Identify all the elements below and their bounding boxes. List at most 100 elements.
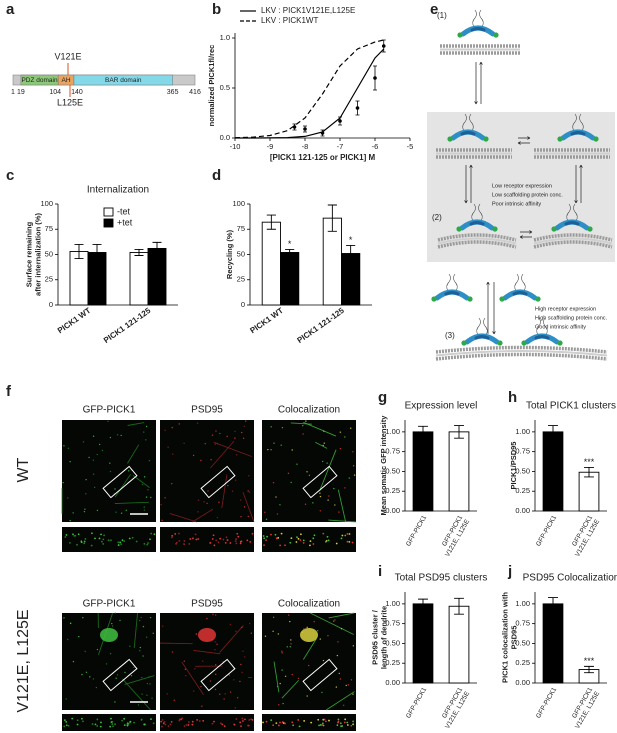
puncta [297,677,300,680]
puncta [353,474,356,476]
puncta [351,541,354,544]
puncta [174,533,177,535]
puncta [201,705,203,707]
puncta [117,544,120,546]
mutation-label: V121E [54,51,81,61]
puncta [235,718,238,720]
puncta [196,719,199,721]
puncta [318,724,320,727]
puncta [145,496,148,498]
puncta [171,482,173,485]
y-tick-label: 75 [237,224,245,233]
puncta [100,721,102,724]
puncta [289,620,291,623]
arrow [474,62,478,105]
puncta [171,651,174,653]
roi-box [102,465,138,499]
roi-box [302,465,338,499]
error-bar [346,244,356,263]
puncta [215,430,217,432]
puncta [183,540,186,542]
puncta [309,540,312,543]
protein-core [534,335,550,340]
error-bar [548,597,558,611]
x-axis-label: [PICK1 121-125 or PICK1] M [270,153,376,162]
puncta [235,542,238,545]
puncta [322,718,325,721]
membrane-leaflet [435,352,608,361]
dendrite [328,519,357,523]
puncta [206,502,208,504]
puncta [105,663,108,665]
puncta [84,650,86,653]
puncta [250,718,252,721]
arrow [492,282,496,335]
puncta [209,542,212,544]
puncta [121,539,124,542]
puncta [338,511,340,513]
error-bar [584,467,594,478]
bar [448,431,470,512]
x-tick-label: -6 [372,142,379,151]
puncta [123,540,126,543]
puncta [319,638,321,640]
puncta [305,420,307,422]
y-axis-label: Mean somatic GFP intensity [379,415,388,516]
puncta [198,720,201,722]
legend-label: LKV : PICK1V121E,L125E [261,6,355,15]
puncta [197,499,200,501]
membrane-core [437,237,517,245]
puncta [236,697,239,699]
micrograph [62,613,156,710]
puncta [80,541,83,544]
puncta [347,684,350,686]
puncta [142,625,145,628]
protein-core [469,221,485,226]
puncta [65,720,68,723]
puncta [206,617,208,620]
puncta [76,723,79,726]
y-tick-label: 25 [45,275,53,284]
puncta [169,723,172,726]
puncta [350,679,353,681]
puncta [242,437,245,439]
puncta [302,541,305,544]
y-tick-label: 0.00 [515,506,530,515]
puncta [96,725,99,727]
puncta [239,499,242,501]
puncta [312,537,315,540]
puncta [162,625,164,627]
pdz-domain [499,296,505,302]
bar [542,603,564,684]
puncta [299,539,302,542]
puncta [248,719,251,721]
y-tick-label: 50 [237,249,245,258]
puncta [72,512,74,514]
puncta [324,540,327,543]
legend-swatch [103,218,114,228]
puncta [92,678,95,680]
puncta [188,543,191,545]
puncta [348,540,351,543]
puncta [83,510,86,513]
puncta [85,478,87,481]
x-tick-label: -5 [407,142,414,151]
puncta [191,720,194,723]
puncta [235,630,237,632]
dendrite [325,691,355,711]
micrograph [62,420,156,522]
puncta [211,638,213,640]
puncta [100,533,102,536]
puncta [352,693,354,695]
puncta [185,674,187,677]
y-axis-label: after internalization (%) [33,213,42,296]
column-header: PSD95 [191,599,223,610]
panel-label: e [430,1,438,18]
puncta [200,459,202,462]
puncta [109,470,112,473]
error-bar [92,243,102,262]
puncta [270,719,273,722]
y-tick-label: 25 [237,275,245,284]
micrograph-strip [160,527,254,552]
puncta [287,472,290,475]
